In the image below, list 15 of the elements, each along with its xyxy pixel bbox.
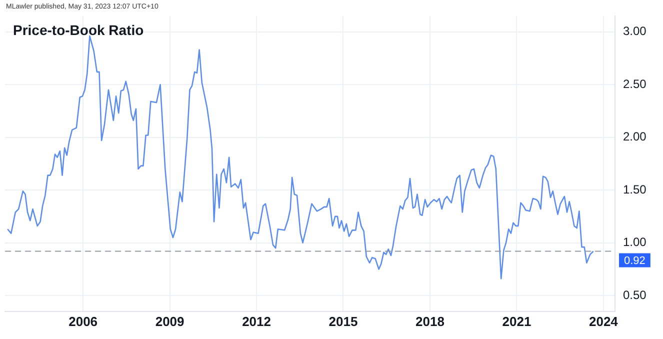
y-tick-label: 2.50 [623,76,647,91]
x-tick-label: 2009 [155,314,184,329]
y-tick-label: 0.50 [623,288,647,302]
y-tick-label: 2.00 [623,130,647,144]
x-tick-label: 2012 [242,314,271,329]
x-tick-label: 2006 [68,314,98,329]
y-tick-label: 1.00 [623,235,647,250]
chart-title: Price-to-Book Ratio [13,22,144,38]
y-tick-label: 3.00 [623,24,647,38]
ref-line-label: 0.92 [624,254,646,267]
x-tick-label: 2015 [328,314,358,329]
x-tick-label: 2018 [416,314,444,329]
x-tick-label: 2024 [588,314,619,329]
x-tick-label: 2021 [502,314,532,329]
y-tick-label: 1.50 [623,182,647,196]
